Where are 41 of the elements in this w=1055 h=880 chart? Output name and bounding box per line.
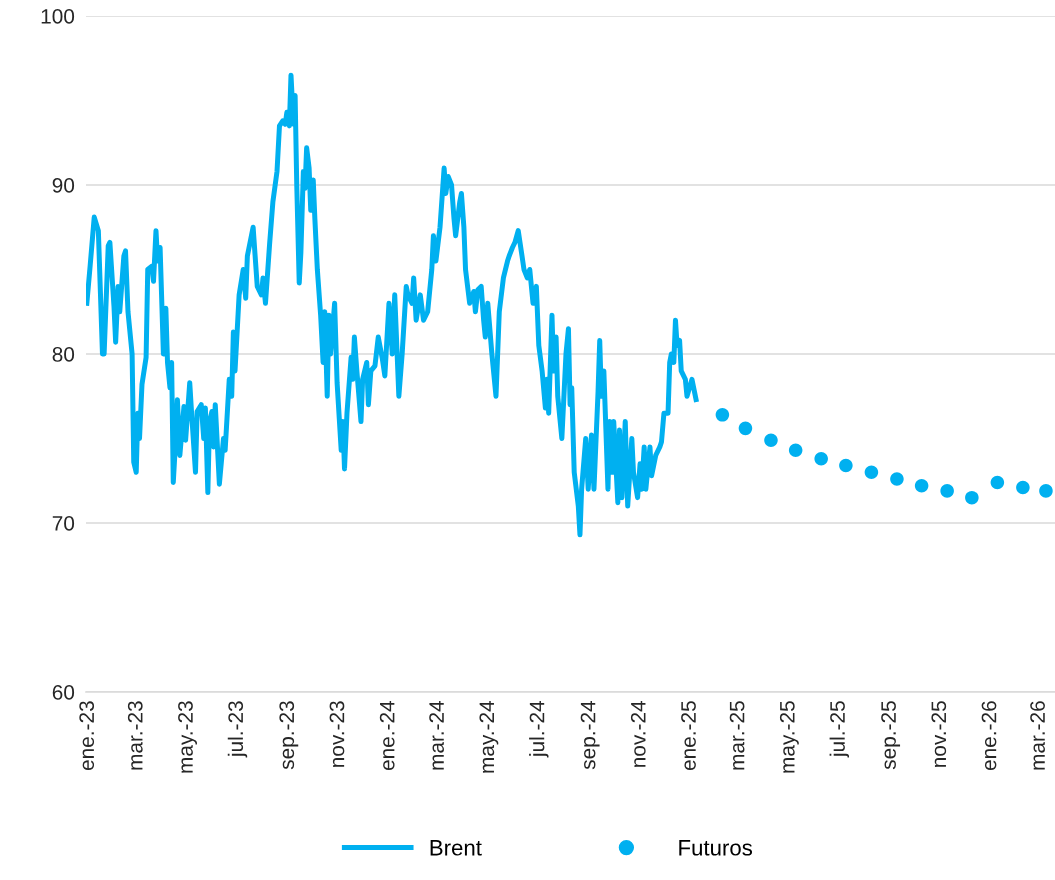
x-tick-label: jul.-23 — [227, 701, 248, 758]
x-tick-label: mar.-23 — [127, 701, 143, 770]
x-tick-label: sep.-24 — [580, 700, 600, 770]
point — [839, 458, 853, 473]
legend-label: Futuros — [679, 840, 753, 856]
point — [814, 452, 828, 466]
x-tick-label: ene.-25 — [681, 701, 696, 771]
x-tick-label: ene.-24 — [379, 700, 395, 771]
point — [965, 490, 979, 505]
point — [715, 408, 730, 422]
point — [764, 433, 778, 447]
x-tick-label: ene.-26 — [981, 701, 997, 771]
x-tick-label: mar.-24 — [429, 700, 444, 770]
y-tick-label: 60 — [52, 685, 75, 700]
y-tick-label: 80 — [52, 347, 75, 362]
x-tick-label: sep.-25 — [881, 701, 901, 770]
legend-label: Brent — [430, 840, 482, 856]
x-tick-label: may.-24 — [479, 700, 499, 773]
y-tick-label: 70 — [52, 516, 75, 531]
point — [738, 421, 753, 436]
x-tick-label: sep.-23 — [279, 701, 299, 770]
x-tick-label: jul.-25 — [829, 701, 850, 758]
point — [788, 443, 803, 458]
point — [940, 484, 954, 498]
x-tick-label: nov.-25 — [931, 701, 947, 767]
point — [1016, 480, 1030, 495]
x-tick-label: ene.-23 — [79, 701, 95, 771]
y-tick-label: 90 — [52, 178, 75, 193]
point — [990, 475, 1005, 490]
x-tick-label: jul.-24 — [529, 700, 549, 758]
y-tick-label: 100 — [41, 9, 75, 24]
x-tick-label: may.-25 — [779, 701, 799, 773]
x-tick-label: nov.-24 — [630, 700, 646, 767]
x-tick-label: mar.-25 — [729, 701, 745, 770]
point — [914, 479, 929, 493]
point — [864, 465, 879, 480]
x-tick-label: mar.-26 — [1030, 701, 1045, 770]
point — [1039, 484, 1053, 498]
x-tick-label: may.-23 — [178, 701, 197, 773]
x-tick-label: nov.-23 — [329, 701, 345, 767]
point — [890, 472, 904, 486]
